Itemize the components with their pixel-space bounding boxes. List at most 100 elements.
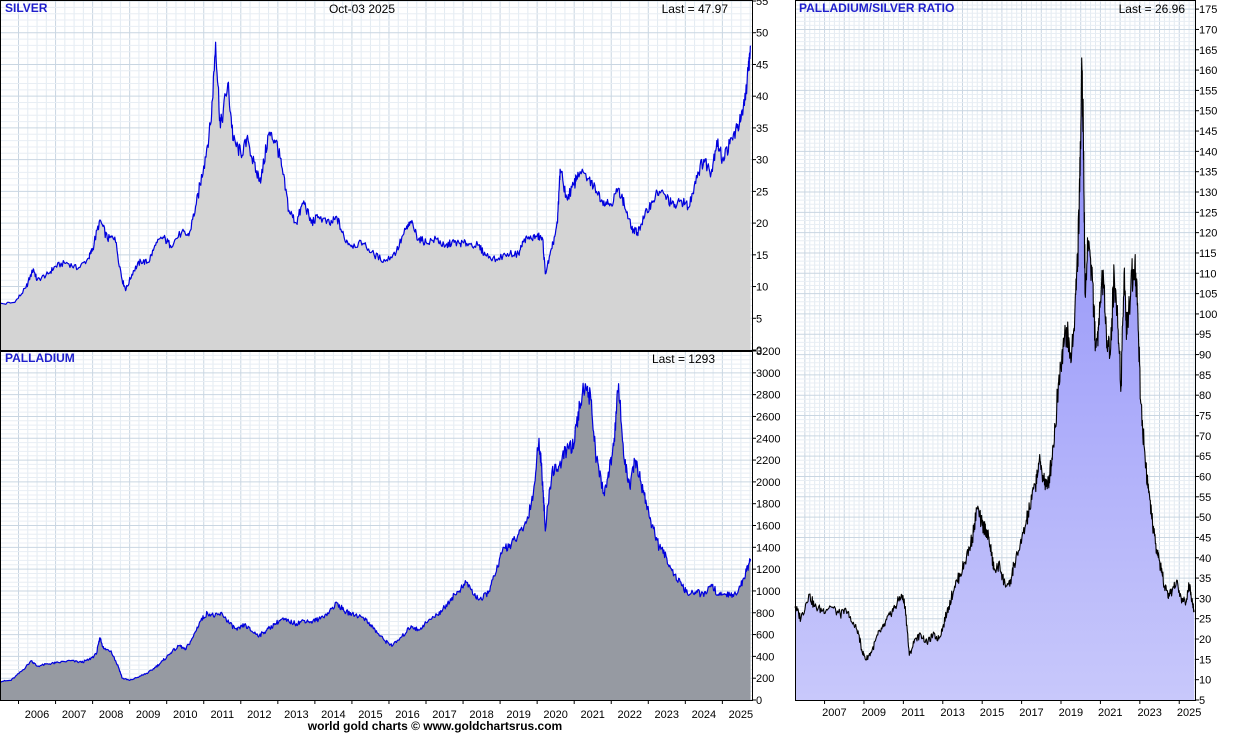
x-tick-label: 2007 xyxy=(822,707,846,719)
silver-chart-panel: 0 5 10 15 20 25 30 35 40 45 50 55 SILVER Oct-03 202… xyxy=(0,0,768,357)
x-tick-label: 2019 xyxy=(1059,707,1083,719)
silver-last-value: Last = 47.97 xyxy=(662,2,729,16)
ratio-title: PALLADIUM/SILVER RATIO xyxy=(799,1,954,15)
x-tick-label: 2020 xyxy=(543,709,567,721)
y-tick-label: 1800 xyxy=(756,499,780,511)
x-tick-label: 2011 xyxy=(901,707,925,719)
ratio-area xyxy=(795,57,1195,700)
y-tick-label: 2400 xyxy=(756,433,780,445)
y-tick-label: 1200 xyxy=(756,564,780,576)
y-tick-label: 35 xyxy=(1199,573,1211,585)
x-tick-label: 2014 xyxy=(321,709,345,721)
palladium-y-axis: 0 200 400 600 800 1000 1200 1400 1600 1800 2000 220… xyxy=(752,346,780,707)
y-tick-label: 135 xyxy=(1199,167,1217,179)
y-tick-label: 2200 xyxy=(756,455,780,467)
x-tick-label: 2018 xyxy=(469,709,493,721)
y-tick-label: 20 xyxy=(756,218,768,230)
y-tick-label: 40 xyxy=(1199,553,1211,565)
silver-y-axis: 0 5 10 15 20 25 30 35 40 45 50 55 xyxy=(752,0,768,357)
y-tick-label: 5 xyxy=(756,313,762,325)
y-tick-label: 25 xyxy=(756,186,768,198)
x-tick-label: 2007 xyxy=(62,709,86,721)
silver-date-label: Oct-03 2025 xyxy=(329,2,395,16)
x-tick-label: 2009 xyxy=(862,707,886,719)
x-tick-label: 2025 xyxy=(1177,707,1201,719)
y-tick-label: 170 xyxy=(1199,24,1217,36)
y-tick-label: 85 xyxy=(1199,370,1211,382)
ratio-line xyxy=(794,57,1195,661)
y-tick-label: 400 xyxy=(756,651,774,663)
palladium-price-line xyxy=(0,382,752,683)
ratio-y-axis: 5 10 15 20 25 30 35 40 45 50 55 60 65 70 75 80 85 90 95 100… xyxy=(1195,4,1217,707)
y-tick-label: 20 xyxy=(1199,634,1211,646)
x-tick-label: 2010 xyxy=(173,709,197,721)
y-tick-label: 3200 xyxy=(756,346,780,358)
y-tick-label: 55 xyxy=(756,0,768,8)
palladium-title: PALLADIUM xyxy=(5,351,75,365)
footer-credit: world gold charts © www.goldchartsrus.co… xyxy=(307,719,563,733)
y-tick-label: 165 xyxy=(1199,45,1217,57)
y-tick-label: 1400 xyxy=(756,542,780,554)
x-tick-label: 2013 xyxy=(284,709,308,721)
y-tick-label: 800 xyxy=(756,608,774,620)
y-tick-label: 10 xyxy=(1199,675,1211,687)
y-tick-label: 5 xyxy=(1199,695,1205,707)
ratio-x-axis: 2007 2009 2011 2013 2015 2017 2019 2021 2023 2025 xyxy=(822,700,1201,719)
silver-title: SILVER xyxy=(5,1,48,15)
x-tick-label: 2022 xyxy=(618,709,642,721)
y-tick-label: 2600 xyxy=(756,411,780,423)
y-tick-label: 90 xyxy=(1199,350,1211,362)
y-tick-label: 15 xyxy=(1199,654,1211,666)
y-tick-label: 10 xyxy=(756,282,768,294)
y-tick-label: 65 xyxy=(1199,451,1211,463)
y-tick-label: 150 xyxy=(1199,106,1217,118)
y-tick-label: 95 xyxy=(1199,329,1211,341)
y-tick-label: 50 xyxy=(1199,512,1211,524)
palladium-chart-panel: 0 200 400 600 800 1000 1200 1400 1600 1800 2000 220… xyxy=(0,346,780,721)
y-tick-label: 200 xyxy=(756,673,774,685)
y-tick-label: 55 xyxy=(1199,492,1211,504)
y-tick-label: 600 xyxy=(756,630,774,642)
silver-price-area xyxy=(0,42,751,350)
x-tick-label: 2009 xyxy=(136,709,160,721)
ratio-last-value: Last = 26.96 xyxy=(1119,2,1186,16)
y-tick-label: 30 xyxy=(1199,593,1211,605)
y-tick-label: 125 xyxy=(1199,207,1217,219)
x-tick-label: 2013 xyxy=(940,707,964,719)
ratio-plot-frame xyxy=(795,0,1196,701)
y-tick-label: 140 xyxy=(1199,146,1217,158)
x-tick-label: 2008 xyxy=(99,709,123,721)
y-tick-label: 40 xyxy=(756,91,768,103)
y-tick-label: 3000 xyxy=(756,368,780,380)
y-tick-label: 60 xyxy=(1199,471,1211,483)
palladium-x-axis: 2006 2007 2008 2009 2010 2011 2012 2013 2014 2015… xyxy=(18,700,753,721)
y-tick-label: 100 xyxy=(1199,309,1217,321)
y-tick-label: 115 xyxy=(1199,248,1217,260)
y-tick-label: 175 xyxy=(1199,4,1217,16)
x-tick-label: 2016 xyxy=(395,709,419,721)
y-tick-label: 70 xyxy=(1199,431,1211,443)
y-tick-label: 45 xyxy=(1199,532,1211,544)
palladium-price-area xyxy=(0,383,751,700)
y-tick-label: 155 xyxy=(1199,85,1217,97)
y-tick-label: 45 xyxy=(756,59,768,71)
y-tick-label: 25 xyxy=(1199,614,1211,626)
y-tick-label: 15 xyxy=(756,250,768,262)
x-tick-label: 2019 xyxy=(506,709,530,721)
y-tick-label: 130 xyxy=(1199,187,1217,199)
x-tick-label: 2023 xyxy=(1137,707,1161,719)
x-tick-label: 2021 xyxy=(1098,707,1122,719)
x-tick-label: 2021 xyxy=(580,709,604,721)
y-tick-label: 75 xyxy=(1199,411,1211,423)
y-tick-label: 120 xyxy=(1199,228,1217,240)
x-tick-label: 2015 xyxy=(358,709,382,721)
x-tick-label: 2024 xyxy=(692,709,716,721)
y-tick-label: 160 xyxy=(1199,65,1217,77)
y-tick-label: 50 xyxy=(756,28,768,40)
y-tick-label: 105 xyxy=(1199,289,1217,301)
x-tick-label: 2012 xyxy=(247,709,271,721)
y-tick-label: 1000 xyxy=(756,586,780,598)
y-tick-label: 1600 xyxy=(756,521,780,533)
y-tick-label: 110 xyxy=(1199,268,1217,280)
